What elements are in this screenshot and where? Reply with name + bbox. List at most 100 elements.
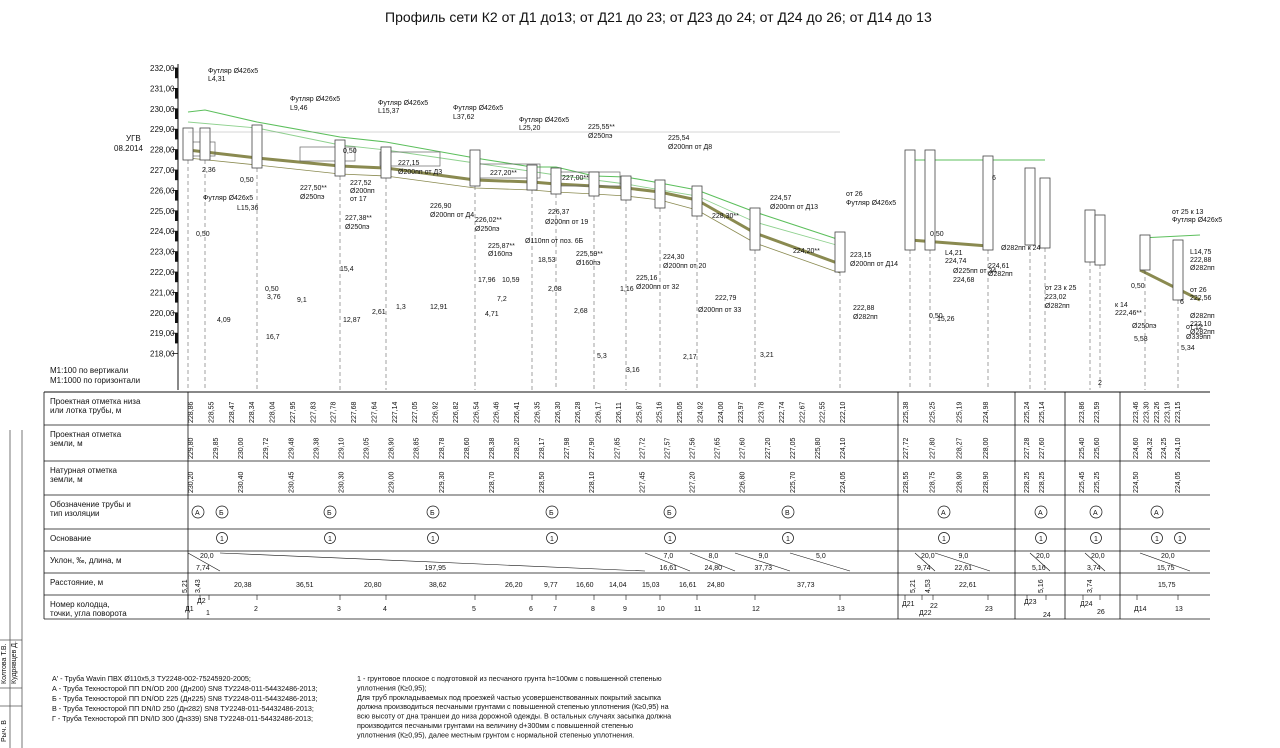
pipe-type-marker <box>663 505 677 519</box>
profile-annotation: к 14 <box>1115 302 1128 309</box>
profile-annotation: 226,02** <box>475 217 502 224</box>
slope-line <box>1084 552 1106 572</box>
design-pipe-value: 222,74 <box>779 401 786 423</box>
scale-band <box>175 251 178 262</box>
design-pipe-value: 226,17 <box>596 401 603 423</box>
well-shaft <box>1139 234 1151 271</box>
base-label: 1 <box>1094 536 1098 543</box>
scale-tick-label: 222,00 <box>150 268 175 277</box>
slope-value: 9,0 <box>759 553 769 560</box>
profile-annotation: 226,37 <box>548 209 570 216</box>
scale-band <box>175 108 178 119</box>
profile-annotation: 1,16 <box>620 286 634 293</box>
profile-annotation: 2,17 <box>683 354 697 361</box>
design-pipe-value: 225,19 <box>956 401 963 423</box>
profile-annotation: 12,91 <box>430 304 448 311</box>
profile-annotation: Ø200пп от Д3 <box>398 169 442 176</box>
profile-annotation: Ø282пп <box>1190 265 1215 272</box>
well-label: Д2 <box>197 598 206 605</box>
pipe-type-marker <box>781 505 795 519</box>
profile-annotation: Ø282пп <box>853 314 878 321</box>
note-left-line: А - Труба Техносторой ПП DN/OD 200 (Дн20… <box>52 684 318 693</box>
note-right-line: уплотнения (К≥0,95), далее местным грунт… <box>357 730 634 739</box>
profile-annotation: Футляр Ø426х5 <box>378 100 428 107</box>
slope-value: 5,0 <box>816 553 826 560</box>
design-pipe-value: 228,47 <box>229 401 236 423</box>
slope-length: 9,74 <box>917 565 931 572</box>
pipe-type-label: Б <box>327 510 332 517</box>
profile-annotation: Ø250пэ <box>345 224 370 231</box>
natural-ground-value: 228,90 <box>983 471 990 493</box>
well-shaft <box>469 149 481 187</box>
design-ground-value: 229,05 <box>364 437 371 459</box>
natural-ground-value: 224,50 <box>1133 471 1140 493</box>
profile-annotation: 227,20** <box>490 170 517 177</box>
scale-band <box>175 210 178 221</box>
well-label: 12 <box>752 606 760 613</box>
profile-annotation: 224,30 <box>663 254 685 261</box>
pipe-type-label: Б <box>549 510 554 517</box>
distance-value: 16,60 <box>576 582 594 589</box>
profile-annotation: L4,31 <box>208 76 226 83</box>
stamp-name-3: Кудрявцев Д. <box>11 641 18 684</box>
design-ground-value: 228,27 <box>956 437 963 459</box>
pipe-line-c <box>1139 268 1201 302</box>
distance-value: 20,80 <box>364 582 382 589</box>
design-ground-value: 227,90 <box>589 437 596 459</box>
well-shaft <box>199 127 211 161</box>
distance-value: 15,75 <box>1158 582 1176 589</box>
design-pipe-value: 223,26 <box>1154 401 1161 423</box>
profile-annotation: 18,53 <box>538 257 556 264</box>
stamp-name-1: Рыч. В <box>1 720 8 742</box>
design-pipe-value: 226,28 <box>575 401 582 423</box>
slope-length: 15,75 <box>1157 565 1175 572</box>
distance-value: 14,04 <box>609 582 627 589</box>
pipe-type-marker <box>545 505 559 519</box>
well-label: 26 <box>1097 609 1105 616</box>
note-right-line: должна производиться песчаными грунтами … <box>357 702 669 711</box>
design-ground-value: 228,90 <box>389 437 396 459</box>
well-shaft <box>182 127 194 161</box>
scale-band <box>175 231 178 242</box>
row-label: Уклон, ‰, длина, м <box>50 556 121 565</box>
well-shaft <box>749 207 761 251</box>
well-label: 9 <box>623 606 627 613</box>
distance-value: 5,21 <box>910 579 917 593</box>
row-label: земли, м <box>50 475 83 484</box>
distance-value: 36,51 <box>296 582 314 589</box>
well-label: 23 <box>985 606 993 613</box>
scale-band <box>175 190 178 201</box>
profile-annotation: Ø200пп от Д14 <box>850 261 898 268</box>
design-ground-value: 227,65 <box>715 437 722 459</box>
design-pipe-value: 227,64 <box>371 401 378 423</box>
pipe-type-label: Б <box>219 510 224 517</box>
design-ground-value: 228,78 <box>439 437 446 459</box>
well-label: Д24 <box>1080 601 1093 608</box>
slope-line <box>914 552 936 572</box>
profile-annotation: Ø200пп от Д13 <box>770 204 818 211</box>
design-ground-value: 229,38 <box>313 437 320 459</box>
well-shaft <box>334 139 346 177</box>
profile-annotation: L37,62 <box>453 114 475 121</box>
design-ground-value: 227,57 <box>665 437 672 459</box>
design-ground-value: 227,85 <box>614 437 621 459</box>
natural-ground-value: 230,20 <box>188 471 195 493</box>
profile-annotation: L25,20 <box>519 125 541 132</box>
design-pipe-value: 223,15 <box>1175 401 1182 423</box>
base-marker <box>216 532 228 544</box>
profile-annotation: L14,75 <box>1190 249 1212 256</box>
scale-tick-label: 228,00 <box>150 146 175 155</box>
design-pipe-value: 222,10 <box>840 401 847 423</box>
well-shaft <box>588 171 600 197</box>
design-pipe-value: 225,38 <box>903 401 910 423</box>
design-ground-value: 229,72 <box>263 437 270 459</box>
design-pipe-value: 227,68 <box>351 401 358 423</box>
profile-annotation: 5,58 <box>1134 336 1148 343</box>
profile-annotation: Ø250пэ <box>588 133 613 140</box>
base-marker <box>427 532 439 544</box>
well-shaft <box>550 167 562 195</box>
row-label: Обозначение трубы и <box>50 500 131 509</box>
base-marker <box>664 532 676 544</box>
natural-ground-value: 228,25 <box>1039 471 1046 493</box>
